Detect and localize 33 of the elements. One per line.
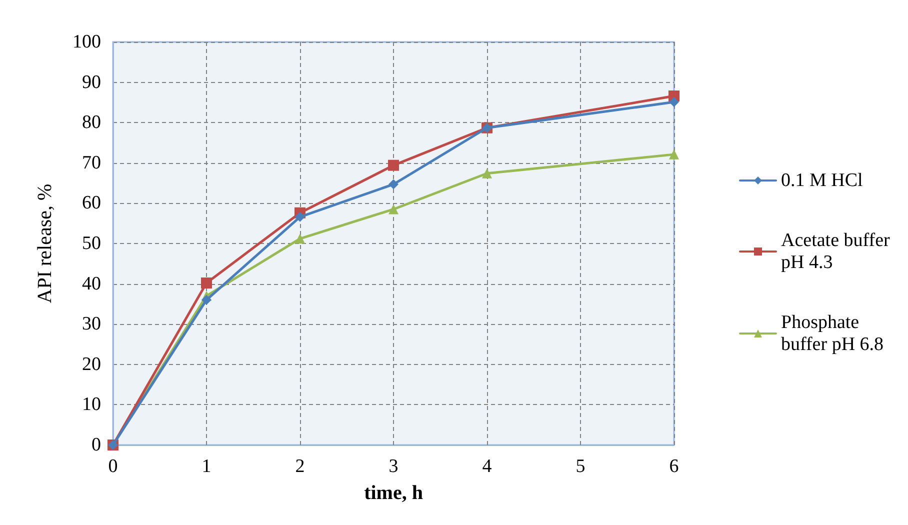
point xyxy=(295,234,305,244)
y-tick-label: 50 xyxy=(82,233,101,254)
point xyxy=(201,277,212,288)
y-tick-label: 60 xyxy=(82,192,101,214)
y-tick-label: 40 xyxy=(82,273,101,294)
x-tick-label: 5 xyxy=(576,456,586,477)
y-tick-label: 100 xyxy=(72,32,101,52)
y-tick-label: 70 xyxy=(82,152,101,174)
point xyxy=(388,179,398,190)
legend-label: Acetate buffer pH 4.3 xyxy=(781,230,895,273)
legend-label: 0.1 M HCl xyxy=(781,170,863,191)
point xyxy=(295,212,305,222)
y-tick-label: 90 xyxy=(82,72,101,93)
y-axis-title: API release, % xyxy=(34,184,56,304)
y-tick-label: 10 xyxy=(82,394,101,416)
x-tick-label: 1 xyxy=(202,456,212,477)
point xyxy=(482,168,492,178)
y-tick-label: 0 xyxy=(92,434,101,456)
point xyxy=(669,149,679,160)
legend-label: Phosphate buffer pH 6.8 xyxy=(781,312,884,355)
x-tick-label: 2 xyxy=(295,456,305,477)
point xyxy=(669,97,679,108)
point xyxy=(202,294,212,305)
y-tick-label: 80 xyxy=(82,112,101,134)
x-tick-label: 0 xyxy=(108,456,118,477)
x-tick-label: 6 xyxy=(669,456,679,477)
y-tick-label: 20 xyxy=(82,354,101,375)
point xyxy=(388,204,398,214)
x-tick-label: 3 xyxy=(388,456,398,477)
y-tick-label: 30 xyxy=(82,314,101,335)
x-tick-label: 4 xyxy=(482,456,492,477)
point xyxy=(388,160,399,171)
x-axis-title: time, h xyxy=(364,482,423,504)
